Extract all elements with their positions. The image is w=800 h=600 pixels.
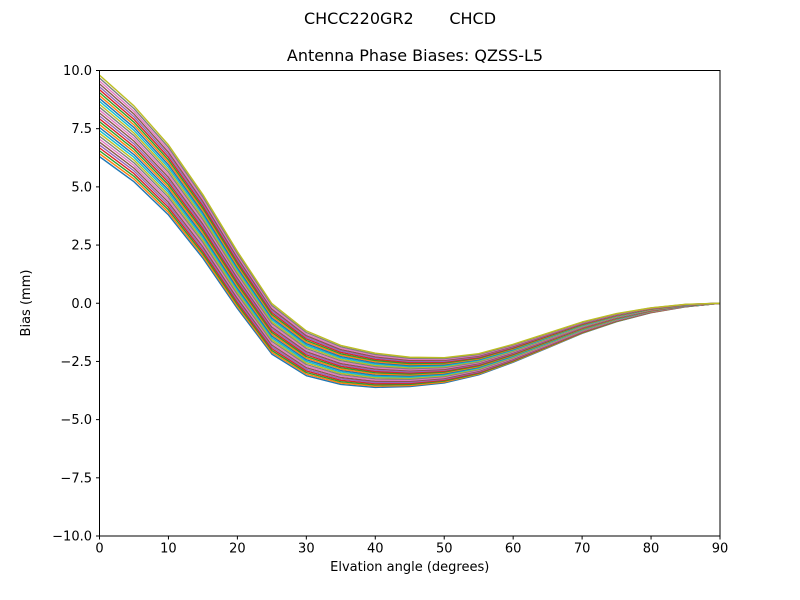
y-tick-label: 10.0: [63, 64, 92, 79]
axes-title: Antenna Phase Biases: QZSS-L5: [0, 46, 800, 65]
y-tick-label: −7.5: [60, 471, 92, 486]
x-tick-label: 70: [574, 542, 591, 557]
ticks-group: 0 10 20 30 40 50 60 70 80 90 10.0 7.5 5.0 2.5 0.0 −2.5 −…: [52, 64, 728, 557]
x-tick-label: 10: [160, 542, 177, 557]
bias-line: [99, 138, 720, 381]
x-tick-label: 0: [95, 542, 103, 557]
bias-line: [99, 135, 720, 380]
y-tick-label: 2.5: [71, 239, 92, 254]
figure-suptitle: CHCC220GR2 CHCD: [303, 9, 497, 28]
x-tick-label: 90: [712, 542, 729, 557]
y-tick-label: 0.0: [71, 297, 92, 312]
bias-line: [99, 132, 720, 379]
y-tick-label: −5.0: [60, 413, 92, 428]
x-axis-label: Elvation angle (degrees): [330, 560, 489, 575]
bias-line: [99, 141, 720, 383]
bias-lines-group: [99, 74, 720, 389]
axes-title-text: Antenna Phase Biases: QZSS-L5: [286, 46, 544, 65]
y-tick-label: 5.0: [71, 180, 92, 195]
axes-frame: [99, 70, 721, 537]
bias-line: [99, 129, 720, 378]
y-tick-label: 7.5: [71, 122, 92, 137]
x-tick-label: 40: [367, 542, 384, 557]
x-tick-label: 50: [436, 542, 453, 557]
bias-line: [99, 121, 720, 375]
bias-line: [99, 74, 720, 359]
bias-line: [99, 126, 720, 377]
y-tick-label: −10.0: [52, 530, 92, 545]
y-axis-label: Bias (mm): [19, 270, 34, 337]
y-tick-label: −2.5: [60, 355, 92, 370]
bias-line: [99, 124, 720, 376]
x-tick-label: 60: [505, 542, 522, 557]
x-tick-label: 30: [298, 542, 315, 557]
x-tick-label: 80: [643, 542, 660, 557]
x-tick-label: 20: [229, 542, 246, 557]
